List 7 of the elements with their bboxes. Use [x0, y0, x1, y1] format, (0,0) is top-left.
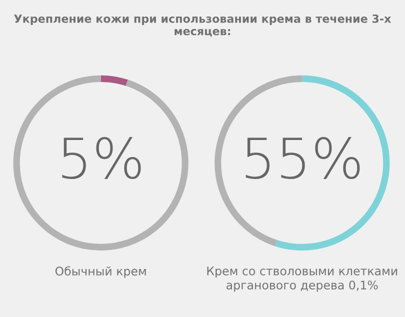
data-label: 5%	[62, 137, 141, 180]
chart-title: Укрепление кожи при использовании крема в течение 3-х месяцев:	[14, 14, 392, 37]
text: Обычный крем	[55, 266, 146, 278]
data-label: 55%	[246, 137, 360, 180]
donut-slice	[100, 75, 128, 86]
text: Крем со стволовыми клетками арганового дерева 0,1%	[207, 266, 398, 292]
donut-slice	[13, 75, 188, 250]
